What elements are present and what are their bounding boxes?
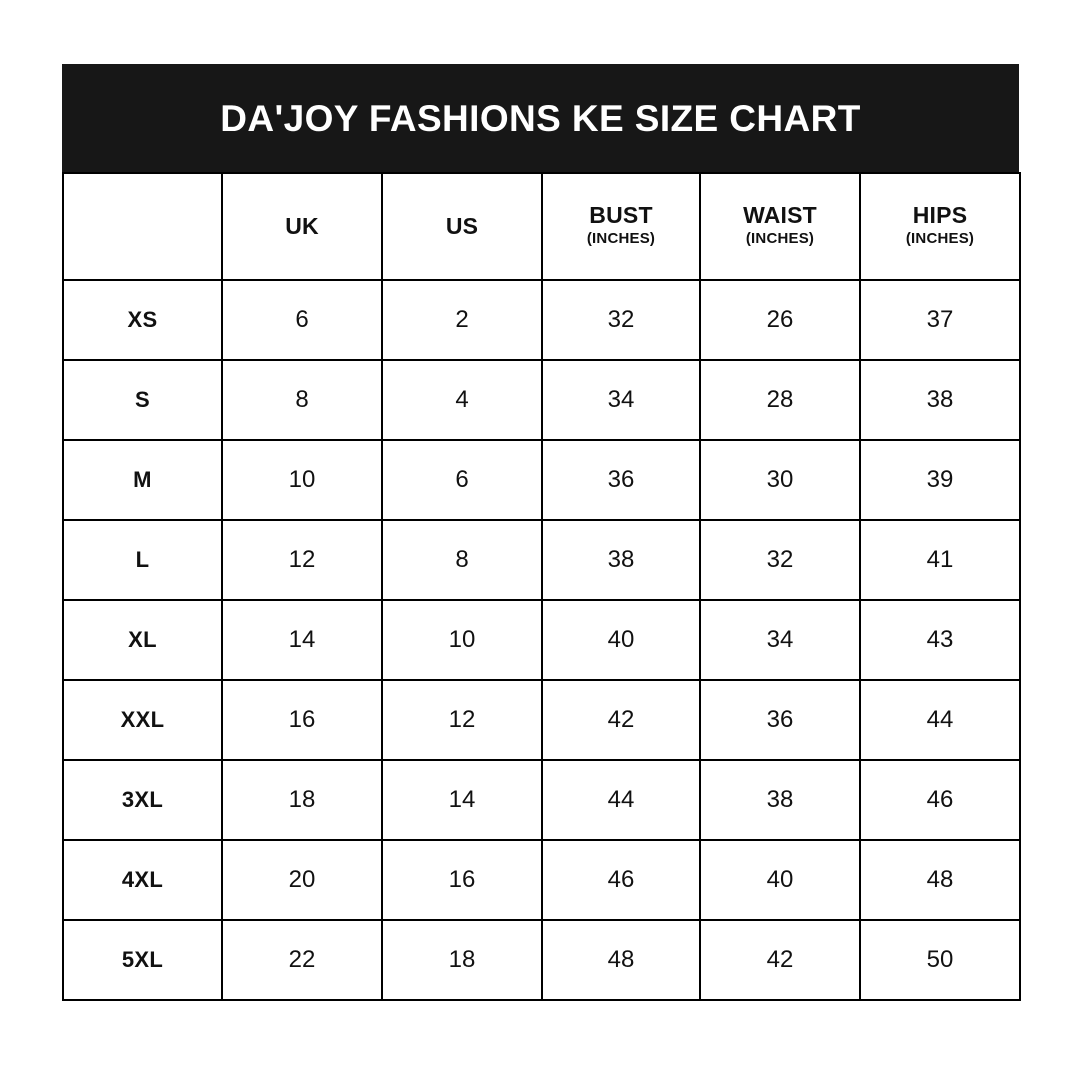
cell-hips: 48 (859, 839, 1021, 921)
cell-us: 16 (381, 839, 543, 921)
cell-hips: 38 (859, 359, 1021, 441)
table-header: UK US BUST (INCHES) WAIST (INCHES) HIPS … (62, 172, 1021, 281)
row-header-size: M (62, 439, 223, 521)
column-header-hips: HIPS (INCHES) (859, 172, 1021, 281)
table-row: 3XL 18 14 44 38 46 (62, 759, 1021, 841)
cell-bust: 48 (541, 919, 701, 1001)
cell-uk: 12 (221, 519, 383, 601)
column-header-waist-label: WAIST (743, 202, 817, 229)
row-header-size: 4XL (62, 839, 223, 921)
column-header-us-label: US (445, 213, 479, 240)
row-header-size: S (62, 359, 223, 441)
column-header-bust-unit: (INCHES) (586, 230, 656, 248)
row-header-size: 5XL (62, 919, 223, 1001)
cell-uk: 6 (221, 279, 383, 361)
cell-waist: 28 (699, 359, 861, 441)
cell-hips: 39 (859, 439, 1021, 521)
column-header-uk: UK (221, 172, 383, 281)
cell-us: 14 (381, 759, 543, 841)
row-header-size: 3XL (62, 759, 223, 841)
cell-hips: 43 (859, 599, 1021, 681)
cell-bust: 38 (541, 519, 701, 601)
size-chart-container: DA'JOY FASHIONS KE SIZE CHART UK US (62, 64, 1021, 1001)
cell-uk: 18 (221, 759, 383, 841)
cell-hips: 41 (859, 519, 1021, 601)
cell-hips: 50 (859, 919, 1021, 1001)
page-title: DA'JOY FASHIONS KE SIZE CHART (220, 97, 861, 139)
cell-us: 2 (381, 279, 543, 361)
cell-waist: 34 (699, 599, 861, 681)
row-header-size: XXL (62, 679, 223, 761)
cell-uk: 16 (221, 679, 383, 761)
cell-waist: 30 (699, 439, 861, 521)
column-header-uk-label: UK (285, 213, 319, 240)
cell-us: 12 (381, 679, 543, 761)
table-row: 4XL 20 16 46 40 48 (62, 839, 1021, 921)
cell-bust: 34 (541, 359, 701, 441)
column-header-bust-label: BUST (589, 202, 653, 229)
cell-us: 10 (381, 599, 543, 681)
table-row: S 8 4 34 28 38 (62, 359, 1021, 441)
cell-us: 18 (381, 919, 543, 1001)
column-header-size (62, 172, 223, 281)
table-row: M 10 6 36 30 39 (62, 439, 1021, 521)
cell-hips: 46 (859, 759, 1021, 841)
table-row: XL 14 10 40 34 43 (62, 599, 1021, 681)
cell-bust: 40 (541, 599, 701, 681)
row-header-size: L (62, 519, 223, 601)
column-header-waist: WAIST (INCHES) (699, 172, 861, 281)
column-header-us: US (381, 172, 543, 281)
cell-uk: 14 (221, 599, 383, 681)
cell-bust: 46 (541, 839, 701, 921)
cell-uk: 20 (221, 839, 383, 921)
size-chart-header-bar: DA'JOY FASHIONS KE SIZE CHART (62, 64, 1019, 172)
cell-bust: 32 (541, 279, 701, 361)
cell-uk: 10 (221, 439, 383, 521)
column-header-hips-unit: (INCHES) (905, 230, 975, 248)
cell-waist: 36 (699, 679, 861, 761)
cell-hips: 37 (859, 279, 1021, 361)
cell-bust: 36 (541, 439, 701, 521)
column-header-waist-unit: (INCHES) (745, 230, 815, 248)
row-header-size: XL (62, 599, 223, 681)
table-header-row: UK US BUST (INCHES) WAIST (INCHES) HIPS … (62, 172, 1021, 281)
cell-bust: 44 (541, 759, 701, 841)
cell-uk: 22 (221, 919, 383, 1001)
table-body: XS 6 2 32 26 37 S 8 4 34 28 38 M 10 6 36 30 39 L 12 8 38 32 41 X… (62, 279, 1021, 1001)
cell-waist: 40 (699, 839, 861, 921)
cell-waist: 38 (699, 759, 861, 841)
cell-us: 8 (381, 519, 543, 601)
column-header-bust: BUST (INCHES) (541, 172, 701, 281)
cell-hips: 44 (859, 679, 1021, 761)
cell-bust: 42 (541, 679, 701, 761)
table-row: XS 6 2 32 26 37 (62, 279, 1021, 361)
table-row: L 12 8 38 32 41 (62, 519, 1021, 601)
cell-uk: 8 (221, 359, 383, 441)
column-header-hips-label: HIPS (912, 202, 968, 229)
row-header-size: XS (62, 279, 223, 361)
size-chart-table: UK US BUST (INCHES) WAIST (INCHES) HIPS … (62, 172, 1021, 1001)
cell-waist: 26 (699, 279, 861, 361)
table-row: 5XL 22 18 48 42 50 (62, 919, 1021, 1001)
cell-us: 6 (381, 439, 543, 521)
cell-waist: 42 (699, 919, 861, 1001)
table-row: XXL 16 12 42 36 44 (62, 679, 1021, 761)
cell-waist: 32 (699, 519, 861, 601)
cell-us: 4 (381, 359, 543, 441)
